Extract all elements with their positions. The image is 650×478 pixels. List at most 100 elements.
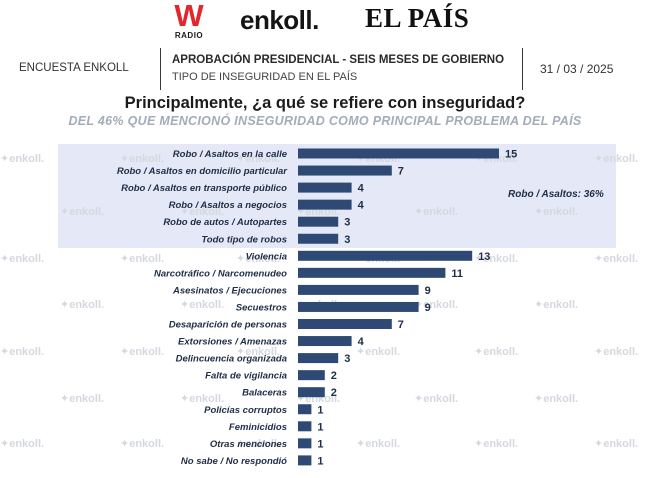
bar (298, 421, 312, 432)
bar (298, 353, 339, 364)
category-label: Balaceras (242, 388, 287, 399)
enkoll-watermark: ✦enkoll. (594, 153, 639, 165)
bar (298, 438, 312, 449)
bar (298, 165, 392, 176)
data-label: 9 (425, 302, 431, 314)
data-label: 7 (398, 319, 404, 331)
bar (298, 182, 352, 193)
enkoll-watermark: ✦enkoll. (120, 253, 165, 265)
data-label: 3 (344, 234, 350, 246)
w-radio-logo: W RADIO (171, 0, 207, 40)
data-label: 4 (358, 200, 365, 212)
enkoll-watermark: ✦enkoll. (594, 253, 639, 265)
enkoll-watermark: ✦enkoll. (120, 153, 165, 165)
enkoll-watermark: ✦enkoll. (594, 438, 639, 450)
category-label: Todo tipo de robos (201, 234, 287, 245)
category-label: Delincuencia organizada (176, 354, 287, 365)
data-label: 15 (505, 149, 517, 161)
data-label: 1 (317, 438, 323, 450)
enkoll-watermark: ✦enkoll. (120, 346, 165, 358)
enkoll-watermark: ✦enkoll. (180, 206, 225, 218)
enkoll-watermark: ✦enkoll. (356, 346, 401, 358)
enkoll-watermark: ✦enkoll. (414, 299, 459, 311)
enkoll-watermark: ✦enkoll. (474, 253, 519, 265)
category-label: Otras menciones (210, 439, 287, 450)
enkoll-watermark: ✦enkoll. (474, 438, 519, 450)
enkoll-watermark: ✦enkoll. (0, 346, 45, 358)
el-pais-logo: EL PAÍS (365, 3, 470, 33)
data-label: 3 (344, 217, 350, 229)
data-label: 2 (331, 387, 337, 399)
enkoll-watermark: ✦enkoll. (534, 299, 579, 311)
enkoll-watermark: ✦enkoll. (236, 346, 281, 358)
bar (298, 216, 339, 227)
category-label: Feminicidios (229, 422, 287, 433)
data-label: 2 (331, 370, 337, 382)
bar (298, 301, 419, 312)
data-label: 1 (317, 421, 323, 433)
data-label: 1 (317, 404, 323, 416)
category-label: Desaparición de personas (169, 320, 287, 331)
bar (298, 455, 312, 466)
category-label: No sabe / No respondió (181, 456, 287, 467)
enkoll-watermark: ✦enkoll. (356, 438, 401, 450)
enkoll-watermark: ✦enkoll. (534, 393, 579, 405)
bar (298, 148, 499, 159)
robo-group-highlight (58, 144, 616, 248)
enkoll-watermark: ✦enkoll. (236, 438, 281, 450)
category-label: Violencia (246, 251, 287, 262)
enkoll-watermark: ✦enkoll. (120, 438, 165, 450)
bar (298, 284, 419, 295)
data-label: 11 (451, 268, 463, 280)
category-label: Narcotráfico / Narcomenudeo (154, 268, 287, 279)
bar (298, 387, 325, 398)
data-label: 4 (358, 183, 365, 195)
data-label: 9 (425, 285, 431, 297)
report-title: APROBACIÓN PRESIDENCIAL - SEIS MESES DE … (172, 54, 505, 66)
report-date: 31 / 03 / 2025 (540, 62, 614, 76)
data-label: 1 (317, 455, 323, 467)
category-label: Extorsiones / Amenazas (178, 337, 287, 348)
header-divider (522, 48, 523, 90)
category-label: Secuestros (236, 302, 287, 313)
enkoll-watermark: ✦enkoll. (180, 299, 225, 311)
enkoll-watermark: ✦enkoll. (0, 438, 45, 450)
chart-title: Principalmente, ¿a qué se refiere con in… (124, 94, 526, 112)
enkoll-watermark: ✦enkoll. (236, 153, 281, 165)
bar (298, 319, 392, 329)
data-label: 4 (358, 336, 365, 348)
survey-label: ENCUESTA ENKOLL (19, 62, 129, 74)
enkoll-watermark: ✦enkoll. (60, 299, 105, 311)
category-label: Falta de vigilancia (205, 371, 287, 382)
bar (298, 199, 352, 210)
bar (298, 267, 446, 278)
group-annotation: Robo / Asaltos: 36% (508, 189, 604, 200)
report-subtitle: TIPO DE INSEGURIDAD EN EL PAÍS (172, 71, 358, 83)
enkoll-watermark: ✦enkoll. (180, 393, 225, 405)
w-radio-logo-text: RADIO (174, 31, 204, 40)
enkoll-watermark: ✦enkoll. (236, 253, 281, 265)
bar (298, 336, 352, 347)
enkoll-watermark: ✦enkoll. (414, 206, 459, 218)
category-label: Robo / Asaltos en domicilio particular (117, 166, 288, 177)
enkoll-watermark: ✦enkoll. (60, 206, 105, 218)
enkoll-watermark: ✦enkoll. (474, 346, 519, 358)
data-label: 7 (398, 166, 404, 178)
bar (298, 250, 473, 261)
category-label: Robo / Asaltos a negocios (169, 200, 287, 211)
category-label: Robo / Asaltos en transporte público (121, 183, 287, 194)
data-label: 3 (344, 353, 350, 365)
enkoll-watermark: ✦enkoll. (414, 393, 459, 405)
enkoll-watermark: ✦enkoll. (60, 393, 105, 405)
category-label: Policías corruptos (204, 405, 287, 416)
category-label: Robo de autos / Autopartes (163, 217, 287, 228)
enkoll-logo: enkoll. (240, 5, 319, 35)
bar (298, 404, 312, 415)
header-divider (160, 48, 161, 90)
enkoll-watermark: ✦enkoll. (0, 253, 45, 265)
category-label: Asesinatos / Ejecuciones (172, 285, 287, 296)
data-label: 13 (478, 251, 490, 263)
chart-subtitle: DEL 46% QUE MENCIONÓ INSEGURIDAD COMO PR… (68, 114, 582, 128)
category-label: Robo / Asaltos en la calle (173, 149, 288, 160)
